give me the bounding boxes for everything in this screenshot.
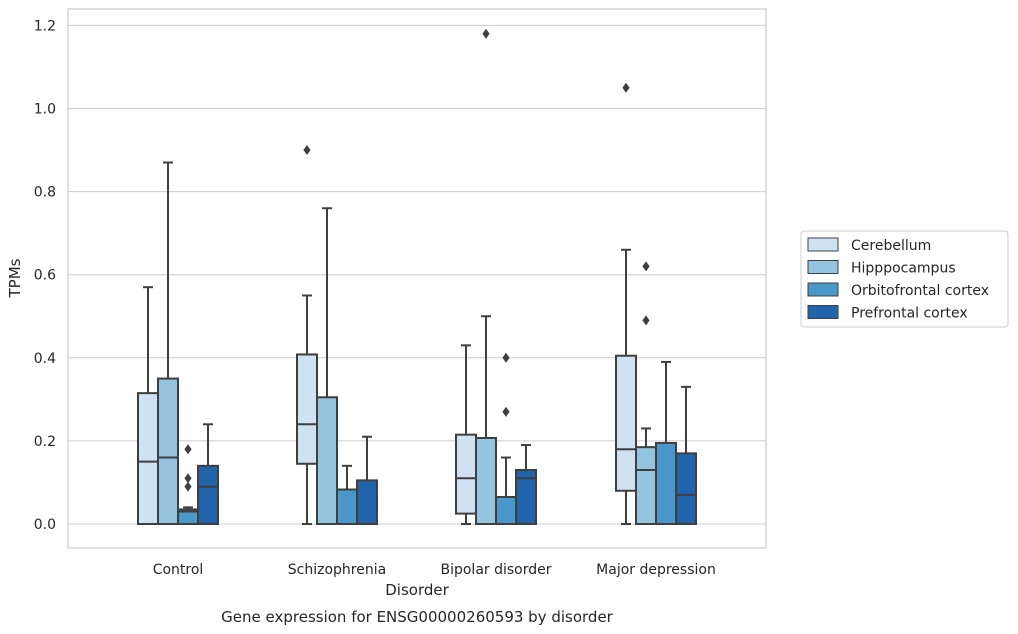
x-tick-label: Control <box>153 562 204 578</box>
outlier-point <box>502 406 510 417</box>
y-tick-label: 0.8 <box>34 185 56 201</box>
x-tick-label: Major depression <box>596 562 716 578</box>
box <box>316 207 338 525</box>
y-tick-label: 0.4 <box>34 351 56 367</box>
legend-label: Hipppocampus <box>851 261 956 277</box>
outlier-point <box>622 82 630 93</box>
box-body <box>296 353 318 465</box>
box <box>137 286 159 525</box>
outlier-point <box>642 315 650 326</box>
box-body <box>475 436 497 525</box>
box-body <box>635 446 657 526</box>
box <box>157 161 179 526</box>
box-body <box>137 392 159 525</box>
outlier-point <box>642 261 650 272</box>
outlier-point <box>184 481 192 492</box>
box <box>615 82 637 525</box>
x-axis-label: Disorder <box>385 581 449 599</box>
box-body <box>495 495 517 525</box>
box <box>356 435 378 525</box>
y-tick-label: 1.0 <box>34 102 56 118</box>
legend: Cerebellum Hipppocampus Orbitofrontal cort… <box>800 230 1009 328</box>
y-tick-label: 0.2 <box>34 434 56 450</box>
y-tick-label: 0.6 <box>34 268 56 284</box>
outlier-point <box>184 473 192 484</box>
box <box>515 444 537 525</box>
x-axis-ticks: Control Schizophrenia Bipolar disorder Majo… <box>153 562 716 578</box>
legend-label: Cerebellum <box>851 238 931 254</box>
legend-swatch <box>807 237 839 252</box>
box-body <box>455 433 477 515</box>
box <box>177 444 199 525</box>
box-body <box>515 468 537 525</box>
box-body <box>316 396 338 525</box>
legend-label: Prefrontal cortex <box>851 306 968 322</box>
y-axis-ticks: 0.0 0.2 0.4 0.6 0.8 1.0 1.2 <box>34 18 56 533</box>
legend-swatch <box>807 260 839 274</box>
box-body <box>336 488 358 525</box>
legend-swatch <box>807 282 839 297</box>
box-body <box>157 377 179 526</box>
legend-swatch <box>807 305 839 319</box>
outlier-point <box>502 352 510 363</box>
box <box>455 344 477 525</box>
x-tick-label: Bipolar disorder <box>440 562 551 578</box>
outlier-point <box>184 444 192 455</box>
y-tick-label: 1.2 <box>34 18 56 34</box>
box-body <box>655 441 677 526</box>
boxes <box>137 28 697 526</box>
outlier-point <box>303 145 311 156</box>
box <box>475 28 497 525</box>
x-tick-label: Schizophrenia <box>288 562 386 578</box>
y-axis-label: TPMs <box>6 258 24 298</box>
box <box>675 385 697 525</box>
box-body <box>356 479 378 525</box>
box-body <box>675 452 697 525</box>
y-tick-label: 0.0 <box>34 517 56 533</box>
chart-title: Gene expression for ENSG00000260593 by d… <box>221 608 614 626</box>
box-body <box>615 354 637 492</box>
legend-frame <box>800 230 1009 328</box>
box <box>197 423 219 525</box>
outlier-point <box>482 28 490 39</box>
plot-frame <box>67 8 767 549</box>
box-body <box>197 464 219 525</box>
legend-label: Orbitofrontal cortex <box>851 283 989 299</box>
